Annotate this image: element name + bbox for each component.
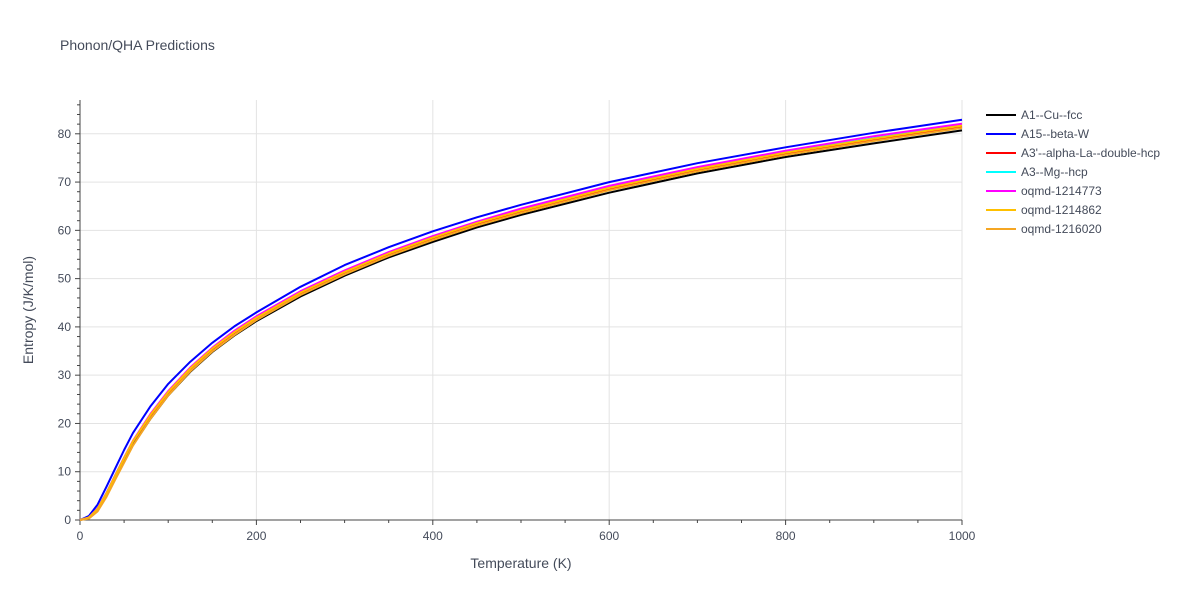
series-line-a15-beta-w [79,118,963,521]
legend-label: A3'--alpha-La--double-hcp [1021,146,1160,160]
series-line-oqmd-1214862 [79,124,963,521]
legend-label: oqmd-1214773 [1021,184,1102,198]
legend-item[interactable]: A3--Mg--hcp [986,165,1088,179]
series-line-a3-mg-hcp [79,124,963,521]
legend-label: oqmd-1214862 [1021,203,1102,217]
x-tick-label: 800 [776,529,796,543]
legend-item[interactable]: A1--Cu--fcc [986,108,1082,122]
x-tick-label: 400 [423,529,443,543]
axes: 0 200 400 600 800 1000 0 10 20 30 40 50 60 70 80 [58,100,976,543]
y-tick-label: 10 [58,465,72,479]
x-axis-title: Temperature (K) [470,555,571,571]
legend-item[interactable]: oqmd-1214862 [986,203,1102,217]
y-tick-label: 70 [58,175,72,189]
legend-label: A3--Mg--hcp [1021,165,1088,179]
y-tick-label: 80 [58,127,72,141]
series-line-oqmd-1216020 [79,127,963,521]
legend-item[interactable]: A15--beta-W [986,127,1090,141]
chart-title: Phonon/QHA Predictions [60,37,215,53]
x-tick-label: 0 [77,529,84,543]
legend-label: oqmd-1216020 [1021,222,1102,236]
y-tick-label: 50 [58,272,72,286]
x-tick-label: 600 [599,529,619,543]
y-tick-label: 20 [58,416,72,430]
y-tick-label: 40 [58,320,72,334]
grid [80,100,963,520]
x-tick-label: 200 [246,529,266,543]
legend: A1--Cu--fcc A15--beta-W A3'--alpha-La--dou… [986,108,1160,236]
series-line-a1-cu-fcc [79,129,963,521]
x-tick-label: 1000 [949,529,976,543]
y-tick-label: 30 [58,368,72,382]
legend-label: A1--Cu--fcc [1021,108,1082,122]
y-tick-label: 0 [64,513,71,527]
legend-item[interactable]: A3'--alpha-La--double-hcp [986,146,1160,160]
series-line-oqmd-1214773 [79,122,963,521]
legend-item[interactable]: oqmd-1216020 [986,222,1102,236]
series-line-a3-alpha-la-double-hcp [79,125,963,521]
y-axis-title: Entropy (J/K/mol) [20,256,36,364]
y-tick-label: 60 [58,223,72,237]
legend-label: A15--beta-W [1021,127,1090,141]
plot-area [79,118,963,521]
legend-item[interactable]: oqmd-1214773 [986,184,1102,198]
